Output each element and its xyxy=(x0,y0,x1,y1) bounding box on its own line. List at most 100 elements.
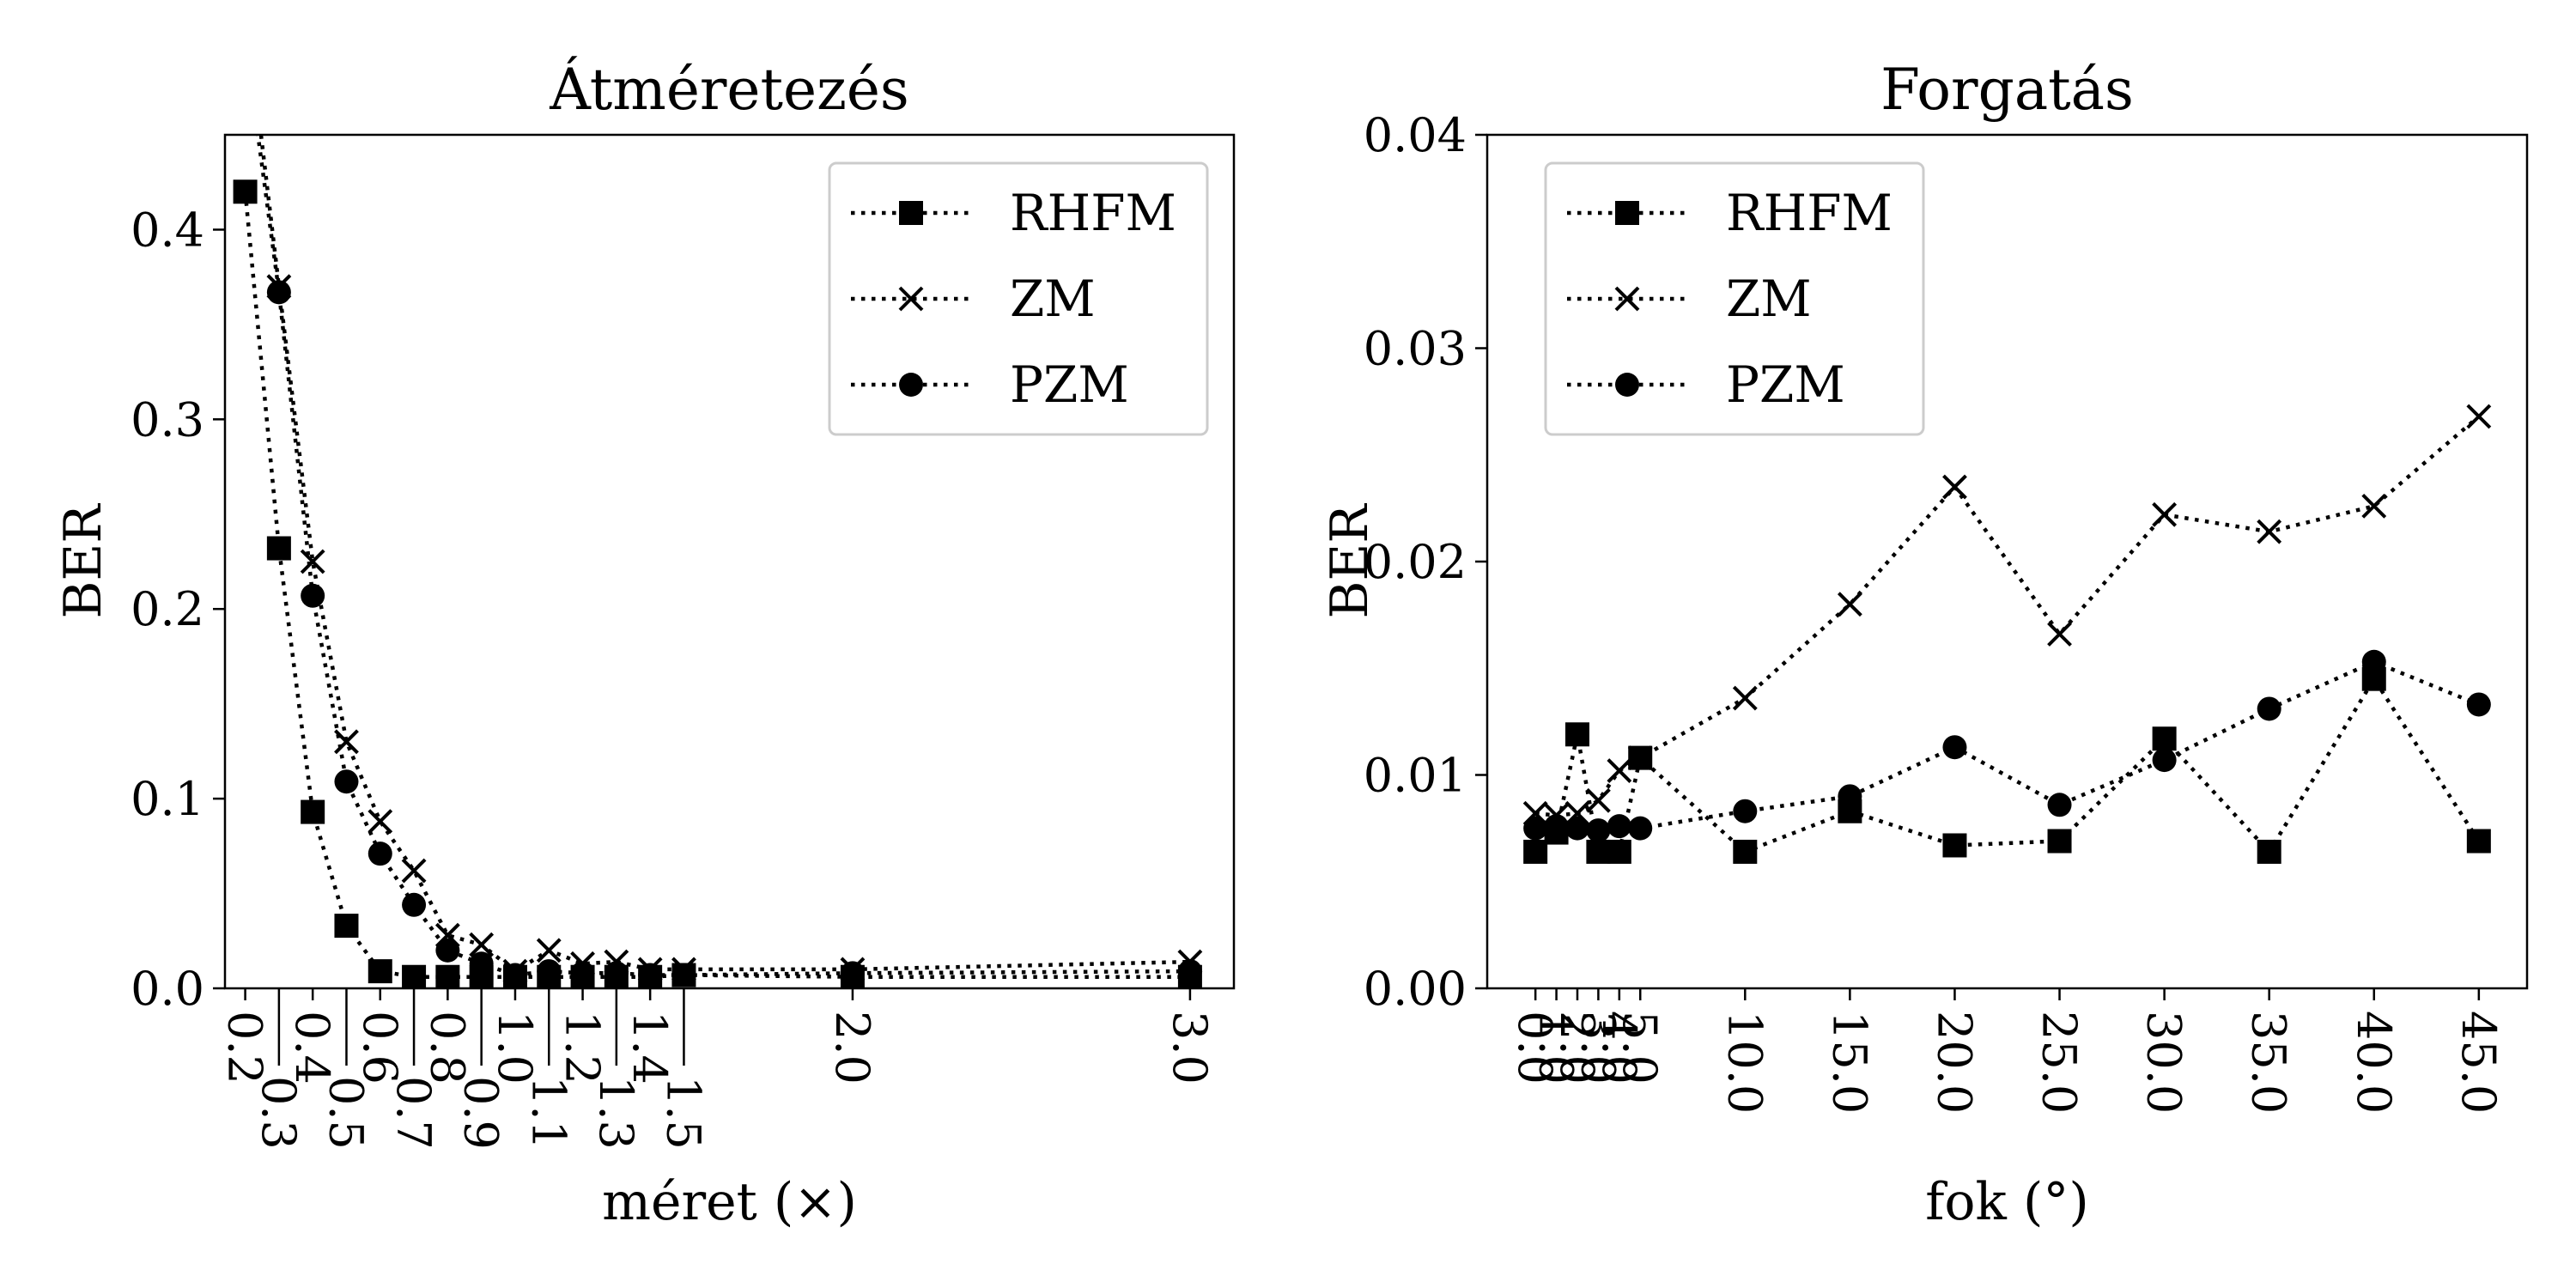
series-line-pzm xyxy=(1534,659,2480,833)
x-tick-label: 0.2 xyxy=(218,1011,272,1084)
x-tick-label: 2.0 xyxy=(1550,1011,1604,1084)
legend-label-pzm: PZM xyxy=(1726,355,1845,414)
data-point-rhfm xyxy=(1564,722,1589,747)
legend-label-pzm: PZM xyxy=(1010,355,1129,414)
data-point-zm xyxy=(1585,787,1611,813)
y-tick-label: 0.3 xyxy=(131,392,204,447)
data-point-pzm xyxy=(1177,959,1202,984)
data-point-pzm xyxy=(671,963,696,987)
x-tick-label: 45.0 xyxy=(2451,1011,2506,1114)
y-tick-label: 0.2 xyxy=(131,582,204,636)
legend-label-rhfm: RHFM xyxy=(1726,184,1893,242)
data-point-pzm xyxy=(1607,814,1631,839)
data-point-zm xyxy=(1627,745,1653,771)
data-point-rhfm xyxy=(301,799,325,824)
x-tick-label: 20.0 xyxy=(1927,1011,1981,1114)
series-line-pzm xyxy=(256,135,1190,977)
legend-marker-rhfm xyxy=(1615,201,1639,225)
legend-box xyxy=(1544,161,1925,436)
series-line-zm xyxy=(258,135,1190,974)
data-point-rhfm xyxy=(266,536,291,561)
x-tick-label: 5.0 xyxy=(1613,1011,1667,1084)
data-point-pzm xyxy=(604,961,629,986)
data-point-pzm xyxy=(2466,692,2491,717)
x-tick-label: 4.0 xyxy=(1592,1011,1646,1084)
data-point-pzm xyxy=(2152,748,2177,773)
y-tick-label: 0.0 xyxy=(131,962,204,1016)
y-tick-label: 0.01 xyxy=(1364,749,1467,803)
data-point-rhfm xyxy=(2257,839,2281,864)
data-point-pzm xyxy=(334,769,359,794)
y-tick-label: 0.03 xyxy=(1364,322,1467,376)
y-tick-label: 0.02 xyxy=(1364,535,1467,589)
x-tick-label: 0.0 xyxy=(1508,1011,1562,1084)
x-tick-label: 25.0 xyxy=(2032,1011,2087,1114)
x-tick-label: 2.0 xyxy=(825,1011,879,1084)
y-axis-label: BER xyxy=(1320,503,1380,619)
data-point-rhfm xyxy=(334,914,359,939)
x-tick-label: 1.0 xyxy=(488,1011,542,1084)
data-point-rhfm xyxy=(1607,839,1631,864)
plot-area xyxy=(233,28,1203,988)
x-tick-label: 35.0 xyxy=(2242,1011,2296,1114)
legend-marker-pzm xyxy=(899,373,923,397)
x-tick-label: 0.6 xyxy=(353,1011,407,1084)
data-point-rhfm xyxy=(368,959,392,984)
data-point-pzm xyxy=(1733,799,1758,823)
data-point-pzm xyxy=(368,841,392,866)
data-point-pzm xyxy=(234,28,258,52)
data-point-rhfm xyxy=(233,179,258,204)
x-tick-label: 1.1 xyxy=(521,1076,575,1150)
data-point-pzm xyxy=(1544,814,1569,839)
data-point-pzm xyxy=(502,963,527,987)
data-point-pzm xyxy=(469,951,494,976)
x-tick-label: 0.4 xyxy=(285,1011,339,1084)
data-point-pzm xyxy=(570,961,595,986)
y-tick-label: 0.4 xyxy=(131,203,204,257)
x-tick-label: 0.9 xyxy=(454,1076,508,1150)
legend-label-zm: ZM xyxy=(1010,270,1096,328)
data-point-pzm xyxy=(402,892,427,917)
data-point-pzm xyxy=(2257,696,2281,721)
x-axis-label: fok (°) xyxy=(1925,1172,2089,1232)
data-point-rhfm xyxy=(2466,829,2491,854)
legend-marker-zm xyxy=(1614,286,1640,312)
axes-frame xyxy=(223,133,1236,990)
data-point-zm xyxy=(1607,758,1632,783)
data-point-zm xyxy=(2361,493,2387,519)
data-point-rhfm xyxy=(402,964,427,988)
legend-marker-zm xyxy=(898,286,924,312)
x-tick-label: 1.5 xyxy=(656,1076,710,1150)
y-tick-label: 0.04 xyxy=(1364,108,1467,162)
data-point-zm xyxy=(2257,519,2282,544)
y-axis-label: BER xyxy=(53,503,113,619)
data-point-pzm xyxy=(1838,784,1862,809)
data-point-zm xyxy=(401,858,427,884)
data-point-zm xyxy=(368,809,393,835)
chart-panel-1: 0.00.10.20.30.40.20.30.40.50.60.70.80.91… xyxy=(53,28,1236,1232)
x-tick-label: 10.0 xyxy=(1717,1011,1771,1114)
legend-box xyxy=(828,161,1209,436)
plot-area xyxy=(1522,404,2492,864)
y-tick-label: 0.1 xyxy=(131,772,204,826)
data-point-pzm xyxy=(435,938,460,963)
data-point-rhfm xyxy=(435,964,460,988)
data-point-zm xyxy=(334,729,359,755)
chart-panel-2: 0.000.010.020.030.040.01.02.03.04.05.0 10… xyxy=(1320,57,2529,1232)
x-tick-label: 40.0 xyxy=(2347,1011,2401,1114)
x-tick-label: 1.4 xyxy=(623,1011,677,1084)
data-point-rhfm xyxy=(1586,839,1611,864)
data-point-pzm xyxy=(1942,735,1967,760)
x-tick-label: 3.0 xyxy=(1163,1011,1217,1084)
data-point-zm xyxy=(1942,474,1967,500)
data-point-pzm xyxy=(840,961,865,986)
x-tick-label: 0.7 xyxy=(386,1076,440,1150)
x-tick-label: 1.0 xyxy=(1529,1011,1583,1084)
x-axis-label: méret (×) xyxy=(602,1172,857,1232)
data-point-pzm xyxy=(1628,816,1653,841)
data-point-rhfm xyxy=(1523,839,1548,864)
data-point-zm xyxy=(536,938,562,963)
x-tick-label: 0.5 xyxy=(319,1076,373,1150)
data-point-rhfm xyxy=(1733,839,1758,864)
